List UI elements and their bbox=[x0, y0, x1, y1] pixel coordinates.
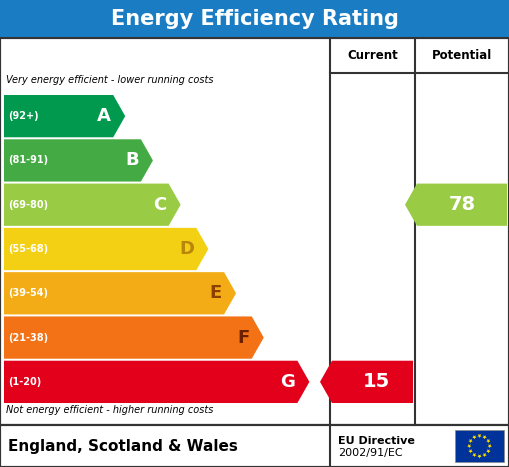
Polygon shape bbox=[472, 453, 476, 457]
Text: D: D bbox=[179, 240, 194, 258]
Text: (55-68): (55-68) bbox=[8, 244, 48, 254]
Text: F: F bbox=[238, 329, 250, 347]
Text: (39-54): (39-54) bbox=[8, 288, 48, 298]
Polygon shape bbox=[468, 449, 473, 453]
Bar bbox=[455, 430, 504, 462]
Text: (69-80): (69-80) bbox=[8, 200, 48, 210]
Polygon shape bbox=[486, 439, 491, 443]
Text: 2002/91/EC: 2002/91/EC bbox=[338, 448, 403, 458]
Text: EU Directive: EU Directive bbox=[338, 436, 415, 446]
Polygon shape bbox=[483, 453, 487, 457]
Polygon shape bbox=[472, 435, 476, 439]
Polygon shape bbox=[483, 435, 487, 439]
Bar bbox=[0, 425, 509, 467]
Text: (1-20): (1-20) bbox=[8, 377, 41, 387]
Polygon shape bbox=[4, 317, 264, 359]
Polygon shape bbox=[467, 444, 471, 448]
Text: Potential: Potential bbox=[432, 49, 492, 62]
Bar bbox=[0, 0, 509, 38]
Text: G: G bbox=[280, 373, 295, 391]
Polygon shape bbox=[468, 439, 473, 443]
Polygon shape bbox=[477, 434, 482, 438]
Text: C: C bbox=[153, 196, 166, 214]
Polygon shape bbox=[405, 184, 507, 226]
Polygon shape bbox=[320, 361, 413, 403]
Bar bbox=[0, 38, 509, 425]
Text: Current: Current bbox=[347, 49, 398, 62]
Polygon shape bbox=[488, 444, 492, 448]
Text: (92+): (92+) bbox=[8, 111, 39, 121]
Bar bbox=[0, 425, 509, 467]
Text: 78: 78 bbox=[448, 195, 475, 214]
Polygon shape bbox=[4, 228, 208, 270]
Text: (21-38): (21-38) bbox=[8, 333, 48, 343]
Polygon shape bbox=[477, 454, 482, 459]
Text: 15: 15 bbox=[363, 372, 390, 391]
Text: A: A bbox=[97, 107, 111, 125]
Text: Not energy efficient - higher running costs: Not energy efficient - higher running co… bbox=[6, 405, 213, 415]
Text: E: E bbox=[210, 284, 222, 302]
Polygon shape bbox=[4, 361, 309, 403]
Polygon shape bbox=[4, 95, 125, 137]
Polygon shape bbox=[4, 272, 236, 314]
Text: Very energy efficient - lower running costs: Very energy efficient - lower running co… bbox=[6, 75, 213, 85]
Text: (81-91): (81-91) bbox=[8, 156, 48, 165]
Polygon shape bbox=[4, 184, 181, 226]
Text: B: B bbox=[125, 151, 139, 170]
Text: England, Scotland & Wales: England, Scotland & Wales bbox=[8, 439, 238, 453]
Polygon shape bbox=[4, 139, 153, 182]
Polygon shape bbox=[486, 449, 491, 453]
Text: Energy Efficiency Rating: Energy Efficiency Rating bbox=[110, 9, 399, 29]
